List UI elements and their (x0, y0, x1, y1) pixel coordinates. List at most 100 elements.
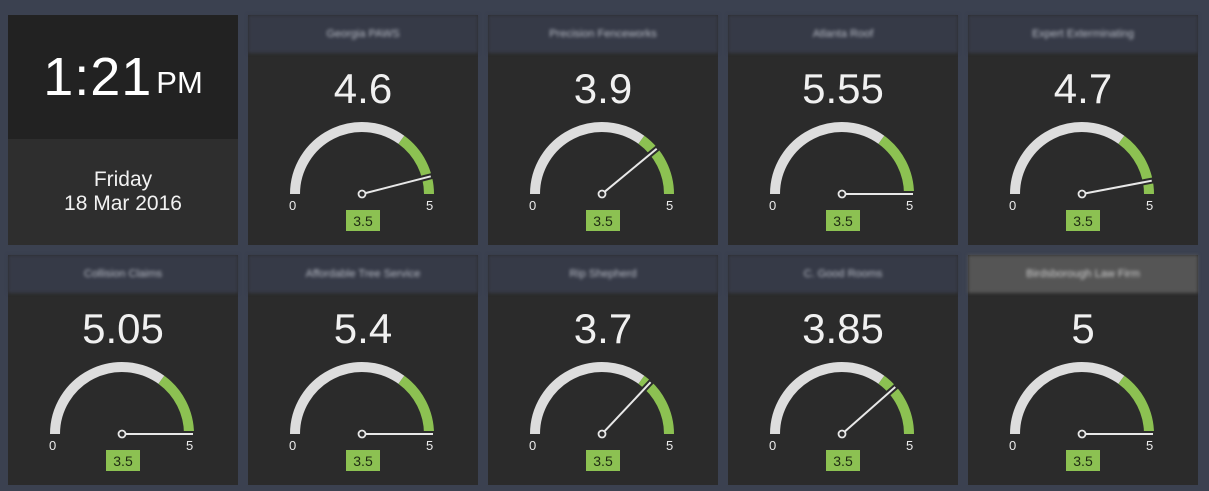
gauge-needle-hub (837, 189, 847, 199)
gauge-needle (604, 147, 658, 193)
gauge-max-label: 5 (186, 438, 194, 453)
gauge-needle-hub (597, 189, 607, 199)
gauge-track (530, 122, 645, 195)
clock-time-panel: 1:21 PM (8, 15, 238, 139)
gauge-needle-hub (357, 189, 367, 199)
gauge-value: 4.6 (333, 65, 393, 112)
gauge-dial (290, 122, 436, 199)
gauge-title: Precision Fenceworks (488, 15, 718, 53)
gauge-track (50, 362, 165, 435)
gauge-max-label: 5 (666, 438, 674, 453)
gauge-target-badge: 3.5 (1066, 210, 1100, 231)
gauge-value: 4.7 (1053, 65, 1113, 112)
gauge-title: Georgia PAWS (248, 15, 478, 53)
gauge-dial (530, 122, 674, 199)
gauge-dial (770, 362, 914, 439)
gauge-target-badge: 3.5 (1066, 450, 1100, 471)
gauge-target-band (398, 375, 434, 435)
gauge-title: Expert Exterminating (968, 15, 1198, 53)
gauge-value: 5.55 (802, 65, 884, 112)
gauge-needle (604, 381, 652, 432)
clock-ampm: PM (156, 65, 203, 100)
gauge-target-band (158, 375, 194, 435)
gauge-needle-hub (117, 429, 127, 439)
gauge-tile: Birdsborough Law Firm 5 0 5 3.5 (968, 255, 1198, 485)
gauge-max-label: 5 (426, 198, 434, 213)
gauge-max-label: 5 (1146, 198, 1154, 213)
gauge-track (1010, 362, 1125, 435)
gauge-dial (770, 122, 917, 199)
gauge-dial (290, 362, 437, 439)
gauge-target-band (638, 135, 674, 195)
gauge-dial (50, 362, 197, 439)
gauge-needle-hub (597, 429, 607, 439)
gauge-target-badge: 3.5 (586, 210, 620, 231)
gauge-min-label: 0 (289, 438, 297, 453)
gauge-track (290, 122, 405, 195)
gauge-title: Rip Shepherd (488, 255, 718, 293)
gauge-target-badge: 3.5 (346, 210, 380, 231)
gauge-value: 3.7 (573, 305, 633, 352)
gauge-title: Collision Claims (8, 255, 238, 293)
gauge-min-label: 0 (529, 438, 537, 453)
gauge-title: Atlanta Roof (728, 15, 958, 53)
gauge-target-band (1118, 135, 1154, 195)
gauge-dial (1010, 122, 1157, 199)
gauge-max-label: 5 (426, 438, 434, 453)
gauge-max-label: 5 (906, 438, 914, 453)
gauge-needle-hub (1077, 189, 1087, 199)
gauge-tile: C. Good Rooms 3.85 0 5 3.5 (728, 255, 958, 485)
gauge-target-band (878, 135, 914, 195)
gauge-min-label: 0 (769, 438, 777, 453)
gauge-needle-hub (837, 429, 847, 439)
gauge-needle-hub (357, 429, 367, 439)
gauge-max-label: 5 (666, 198, 674, 213)
clock-date-panel: Friday 18 Mar 2016 (8, 139, 238, 245)
gauge-title: Birdsborough Law Firm (968, 255, 1198, 293)
gauge-min-label: 0 (1009, 198, 1017, 213)
gauge-value: 3.9 (573, 65, 633, 112)
gauge-dial (1010, 362, 1157, 439)
clock-date: 18 Mar 2016 (64, 192, 182, 215)
gauge-needle (844, 386, 896, 433)
gauge-target-badge: 3.5 (826, 450, 860, 471)
gauge-min-label: 0 (529, 198, 537, 213)
gauge-min-label: 0 (49, 438, 57, 453)
gauge-title: Affordable Tree Service (248, 255, 478, 293)
gauge-needle (1085, 179, 1152, 195)
gauge-title: C. Good Rooms (728, 255, 958, 293)
gauge-max-label: 5 (1146, 438, 1154, 453)
gauge-target-badge: 3.5 (826, 210, 860, 231)
gauge-track (530, 362, 645, 435)
gauge-tile: Rip Shepherd 3.7 0 5 3.5 (488, 255, 718, 485)
gauge-target-badge: 3.5 (346, 450, 380, 471)
gauge-tile: Precision Fenceworks 3.9 0 5 3.5 (488, 15, 718, 245)
gauge-track (770, 122, 885, 195)
gauge-needle-hub (1077, 429, 1087, 439)
gauge-track (290, 362, 405, 435)
gauge-min-label: 0 (769, 198, 777, 213)
gauge-tile: Georgia PAWS 4.6 0 5 3.5 (248, 15, 478, 245)
gauge-tile: Expert Exterminating 4.7 0 5 3.5 (968, 15, 1198, 245)
gauge-value: 3.85 (802, 305, 884, 352)
gauge-needle (365, 175, 432, 194)
gauge-value: 5.05 (82, 305, 164, 352)
gauge-track (1010, 122, 1125, 195)
clock-widget: 1:21 PM Friday 18 Mar 2016 (8, 15, 238, 245)
gauge-target-badge: 3.5 (106, 450, 140, 471)
gauge-track (770, 362, 885, 435)
gauge-target-badge: 3.5 (586, 450, 620, 471)
gauge-min-label: 0 (289, 198, 297, 213)
clock-time: 1:21 (43, 47, 153, 107)
gauge-tile: Affordable Tree Service 5.4 0 5 3.5 (248, 255, 478, 485)
gauge-value: 5.4 (333, 305, 393, 352)
gauge-target-band (398, 135, 434, 195)
gauge-min-label: 0 (1009, 438, 1017, 453)
gauge-tile: Atlanta Roof 5.55 0 5 3.5 (728, 15, 958, 245)
gauge-max-label: 5 (906, 198, 914, 213)
gauge-value: 5 (1071, 305, 1095, 352)
gauge-target-band (1118, 375, 1154, 435)
clock-weekday: Friday (93, 168, 153, 191)
gauge-dial (530, 362, 674, 439)
gauge-target-band (878, 375, 914, 435)
